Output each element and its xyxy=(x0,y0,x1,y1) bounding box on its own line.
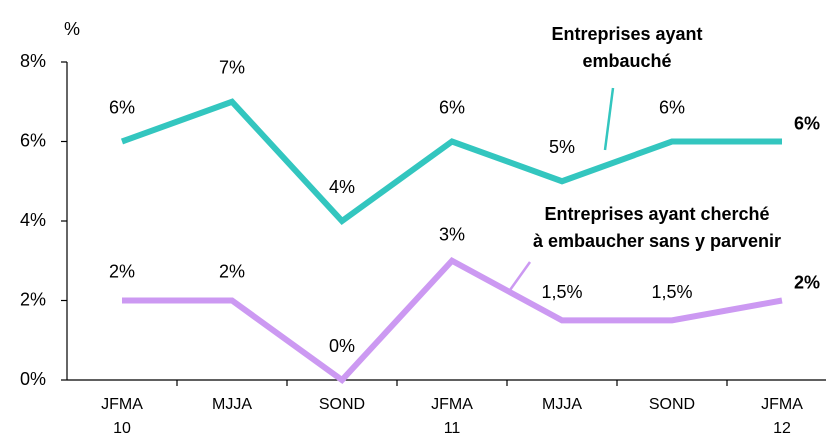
x-tick-label: SOND xyxy=(319,396,365,413)
data-label: 6% xyxy=(794,113,820,133)
data-label: 6% xyxy=(439,97,465,117)
x-tick-label: JFMA 11 xyxy=(431,396,473,435)
x-tick-label: JFMA 10 xyxy=(101,396,143,435)
series-label: Entreprises ayant cherché à embaucher san… xyxy=(533,204,781,251)
data-label: 7% xyxy=(219,58,245,78)
leader-line xyxy=(508,261,532,291)
data-label: 0% xyxy=(329,336,355,356)
x-tick-label: MJJA xyxy=(212,396,252,413)
y-tick-label: 8% xyxy=(20,51,46,71)
data-label: 5% xyxy=(549,137,575,157)
data-label: 2% xyxy=(109,261,135,281)
data-label: 2% xyxy=(219,261,245,281)
y-tick-label: 2% xyxy=(20,289,46,309)
data-label: 1,5% xyxy=(651,282,692,302)
leader-line xyxy=(603,87,615,151)
x-tick-label: MJJA xyxy=(542,396,582,413)
y-tick-label: 4% xyxy=(20,210,46,230)
data-label: 3% xyxy=(439,225,465,245)
data-label: 6% xyxy=(109,97,135,117)
x-axis-ticks xyxy=(176,380,728,386)
line-series xyxy=(120,98,782,225)
data-label: 4% xyxy=(329,177,355,197)
x-tick-label: JFMA 12 xyxy=(761,396,803,435)
data-label: 2% xyxy=(794,272,820,292)
y-tick-label: 0% xyxy=(20,369,46,389)
data-label: 6% xyxy=(659,97,685,117)
x-tick-label: SOND xyxy=(649,396,695,413)
y-axis-label: % xyxy=(64,19,80,39)
data-label: 1,5% xyxy=(541,282,582,302)
series-label: Entreprises ayant embauché xyxy=(551,24,702,71)
line-series xyxy=(122,257,783,384)
y-tick-label: 6% xyxy=(20,130,46,150)
